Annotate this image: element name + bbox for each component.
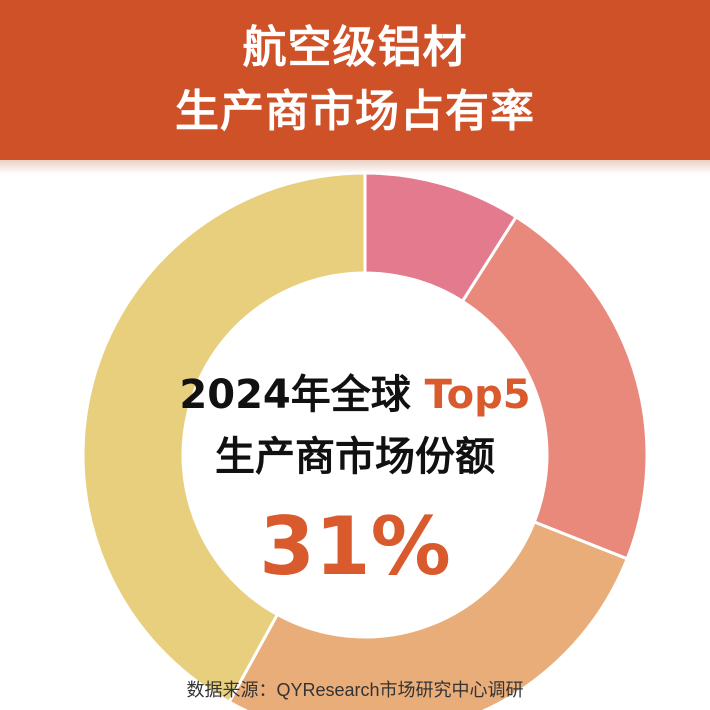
data-source: 数据来源：QYResearch市场研究中心调研 <box>186 680 524 700</box>
center-label-prefix: 2024年全球 <box>179 372 425 418</box>
donut-slice-2 <box>460 214 649 561</box>
donut-slice-3 <box>227 520 630 710</box>
header-shadow <box>0 160 710 174</box>
center-label-line2: 生产商市场份额 <box>215 434 495 480</box>
donut-slice-4 <box>81 171 367 705</box>
center-value: 31% <box>259 500 451 593</box>
title-line-1: 航空级铝材 <box>242 22 468 73</box>
center-label-line1: 2024年全球 Top5 <box>0 362 710 420</box>
header-banner: 航空级铝材 生产商市场占有率 <box>0 0 710 160</box>
title-line-2: 生产商市场占有率 <box>175 86 535 137</box>
center-label-highlight: Top5 <box>424 372 531 418</box>
